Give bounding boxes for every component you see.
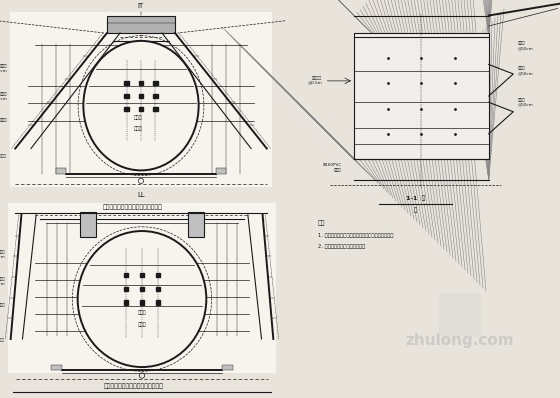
Ellipse shape — [78, 231, 206, 367]
Bar — [156, 287, 160, 291]
Bar — [139, 107, 143, 111]
Bar — [55, 168, 66, 174]
Bar — [140, 300, 144, 304]
Bar — [153, 94, 157, 98]
Text: 疏水板: 疏水板 — [0, 303, 5, 307]
Text: 疏水板
@50cm: 疏水板 @50cm — [0, 250, 5, 258]
Bar — [124, 107, 129, 111]
Text: 比: 比 — [414, 208, 417, 213]
Bar — [156, 300, 160, 304]
Bar — [51, 365, 62, 370]
Text: 排水板: 排水板 — [134, 115, 142, 120]
Text: IT: IT — [138, 3, 144, 9]
Text: LL: LL — [137, 192, 145, 198]
Bar — [124, 300, 128, 304]
Text: Φ100PVC排水管: Φ100PVC排水管 — [0, 154, 7, 158]
Text: 疏水板: 疏水板 — [0, 119, 7, 123]
Bar — [139, 81, 143, 85]
Text: 疏水板
@50cm: 疏水板 @50cm — [0, 64, 7, 72]
Bar — [354, 33, 489, 159]
Bar — [140, 273, 144, 277]
Text: 1. 本图仅作洞门端墙背后防排水处理，见说明附注。: 1. 本图仅作洞门端墙背后防排水处理，见说明附注。 — [318, 233, 393, 238]
Text: zhulong.com: zhulong.com — [405, 332, 514, 347]
Bar — [124, 81, 129, 85]
Text: 防水板
@50cm: 防水板 @50cm — [0, 277, 5, 285]
Bar — [124, 287, 128, 291]
Bar — [153, 107, 157, 111]
Bar — [153, 81, 157, 85]
Text: 洞门端墙背后防排水节点详图（二）: 洞门端墙背后防排水节点详图（二） — [104, 383, 164, 388]
Text: 1-1  图: 1-1 图 — [405, 196, 425, 201]
Bar — [107, 16, 175, 33]
Bar — [216, 168, 226, 174]
Text: 疏水板
@50cm: 疏水板 @50cm — [518, 41, 534, 50]
Text: 防水板
@50cm: 防水板 @50cm — [0, 92, 7, 100]
Bar — [156, 273, 160, 277]
Bar — [81, 211, 96, 237]
Text: 洞门端墙背后防排水节点详图（一）: 洞门端墙背后防排水节点详图（一） — [103, 204, 163, 210]
Text: 防水板: 防水板 — [134, 126, 142, 131]
Bar — [124, 94, 129, 98]
Bar — [8, 203, 276, 373]
Text: 2. 本图根据实际地形情况调整。: 2. 本图根据实际地形情况调整。 — [318, 244, 365, 249]
Text: 疏水板
@50cm: 疏水板 @50cm — [518, 98, 534, 107]
Text: 疏排水层
@0.5m: 疏排水层 @0.5m — [307, 76, 322, 84]
Bar — [124, 273, 128, 277]
Ellipse shape — [83, 41, 199, 170]
Bar — [188, 211, 204, 237]
Text: Φ100PVC排水管: Φ100PVC排水管 — [0, 337, 5, 341]
Text: 防水板
@50cm: 防水板 @50cm — [518, 66, 534, 75]
Text: Φ100PVC
排水管: Φ100PVC 排水管 — [323, 163, 342, 172]
Text: 防水板: 防水板 — [138, 322, 146, 328]
Bar — [10, 12, 272, 187]
Bar — [139, 94, 143, 98]
Bar — [140, 287, 144, 291]
Text: 排水板: 排水板 — [138, 310, 146, 315]
Bar — [222, 365, 233, 370]
Text: 附：: 附： — [318, 220, 325, 226]
